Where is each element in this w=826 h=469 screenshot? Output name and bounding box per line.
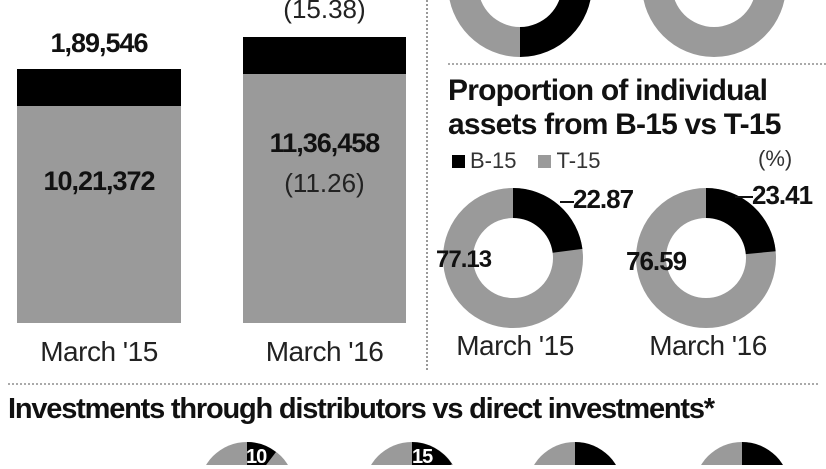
- bar2-x-label: March '16: [265, 336, 384, 367]
- bottom-pies-cropped: [206, 442, 783, 465]
- top-right-divider: [448, 63, 826, 65]
- donut2-label: March '16: [649, 330, 767, 361]
- bottom-divider: [8, 383, 818, 385]
- donut1-label: March '15: [456, 330, 574, 361]
- bottom-pie-2: [371, 442, 453, 465]
- bottom-pie-1: [206, 442, 288, 465]
- bar2-gray-segment: [243, 74, 406, 323]
- vertical-divider: [426, 0, 428, 370]
- top-donut-1: [449, 0, 591, 57]
- bar2-black-segment: [243, 37, 406, 74]
- donut1-b15-value: 22.87: [573, 184, 634, 214]
- legend-swatch-b15: [452, 154, 465, 168]
- donut1-t15-value: 77.13: [436, 246, 492, 273]
- donut-section-title: Proportion of individual assets from B-1…: [448, 74, 826, 142]
- bottom-pie-4: [701, 442, 783, 465]
- donut-march-16: [636, 188, 776, 328]
- bar1-bottom-value: 10,21,372: [43, 166, 155, 196]
- bar2-bottom-pct: (11.26): [284, 168, 365, 198]
- bar2-top-pct: (15.38): [283, 0, 366, 24]
- bottom-pie-3: [534, 442, 616, 465]
- bottom-section-title: Investments through distributors vs dire…: [8, 393, 715, 425]
- bottom-pie2-label: 15: [412, 446, 433, 468]
- donut-title-line2: assets from B-15 vs T-15: [448, 108, 781, 141]
- bottom-pie1-label: 10: [246, 446, 267, 468]
- legend-swatch-t15: [538, 154, 552, 168]
- bar1-gray-segment: [17, 106, 181, 323]
- donut-title-line1: Proportion of individual: [448, 74, 768, 107]
- donut2-t15-value: 76.59: [626, 246, 687, 276]
- bar1-x-label: March '15: [40, 336, 158, 367]
- top-donuts-cropped: [449, 0, 785, 57]
- bar1-top-value: 1,89,546: [50, 28, 148, 58]
- legend-label-t15: T-15: [556, 148, 601, 173]
- legend-label-b15: B-15: [470, 148, 517, 173]
- bar2-bottom-value: 11,36,458: [269, 128, 381, 158]
- donut2-leader-line: [735, 196, 753, 198]
- top-donut-2: [643, 0, 785, 57]
- donut2-b15-value: 23.41: [752, 180, 813, 210]
- donut-march-15: [443, 188, 583, 328]
- unit-label: (%): [758, 146, 793, 171]
- donut-legend: B-15 T-15: [452, 148, 601, 174]
- donut1-leader-line: [560, 201, 574, 203]
- bar1-black-segment: [17, 69, 181, 106]
